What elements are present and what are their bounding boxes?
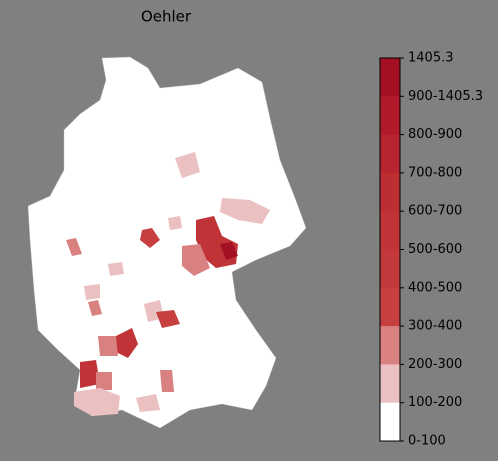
colorbar-label: 600-700 [408, 204, 462, 219]
colorbar-segment [380, 326, 400, 365]
colorbar-segment [380, 58, 400, 97]
region-mid [140, 228, 160, 248]
colorbar-label: 300-400 [408, 319, 462, 334]
region-mid-light [98, 336, 118, 356]
region-dark [220, 242, 238, 260]
colorbar-segment [380, 402, 400, 442]
colorbar-segment [380, 211, 400, 250]
colorbar-label: 200-300 [408, 357, 462, 372]
region-light [168, 216, 182, 230]
region-mid-light [160, 370, 174, 392]
region-light [84, 284, 100, 300]
region-mid-light [66, 238, 82, 256]
germany-map [27, 56, 307, 429]
colorbar-label: 100-200 [408, 395, 462, 410]
region-mid-light [96, 372, 112, 390]
region-light [74, 388, 120, 416]
colorbar-segment [380, 134, 400, 174]
colorbar-segment [380, 249, 400, 289]
colorbar-label: 400-500 [408, 280, 462, 295]
colorbar-label: 0-100 [408, 434, 446, 449]
region-mid [116, 328, 138, 358]
colorbar-label: 1405.3 [408, 51, 454, 66]
map-title: Oehler [141, 8, 192, 26]
colorbar-segment [380, 287, 400, 327]
colorbar-segment [380, 172, 400, 212]
colorbar-label: 500-600 [408, 242, 462, 257]
colorbar-segment [380, 96, 400, 136]
colorbar-label: 900-1405.3 [408, 89, 483, 104]
region-mid-light [88, 300, 102, 316]
country-outline [27, 56, 307, 429]
region-light [220, 198, 270, 224]
region-light [175, 152, 200, 178]
region-light [136, 394, 160, 412]
colorbar-segment [380, 364, 400, 404]
region-mid [156, 310, 180, 328]
colorbar-label: 700-800 [408, 165, 462, 180]
region-mid [80, 360, 100, 388]
colorbar-label: 800-900 [408, 127, 462, 142]
region-mid-light [182, 244, 210, 276]
region-light [108, 262, 124, 276]
